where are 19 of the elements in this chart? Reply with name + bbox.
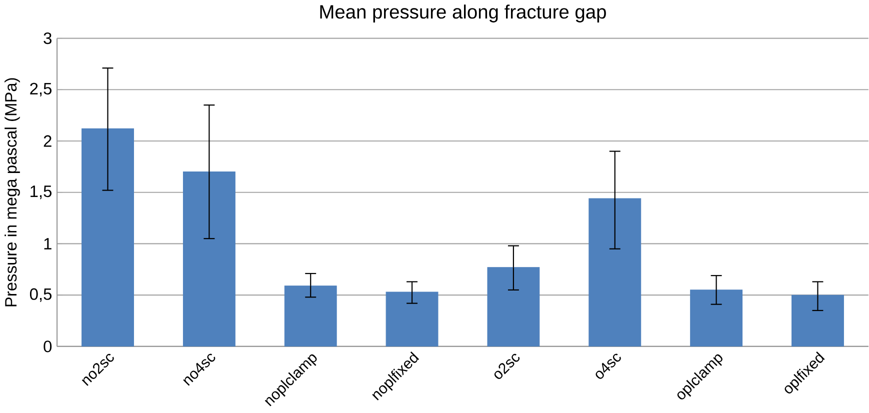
bar — [82, 128, 134, 346]
x-tick-label: o4sc — [596, 354, 621, 379]
y-axis-title: Pressure in mega pascal (MPa) — [4, 78, 20, 306]
bar — [792, 294, 844, 346]
y-tick-label: 0,5 — [30, 288, 52, 302]
y-tick-label: 3 — [44, 32, 52, 44]
y-tick-label: 1 — [44, 238, 52, 250]
y-tick-label: 2 — [44, 135, 52, 147]
y-tick-label: 1,5 — [30, 186, 52, 200]
y-tick-label: 2,5 — [30, 82, 52, 96]
bar — [284, 286, 337, 346]
y-tick-label: 0 — [44, 340, 52, 352]
bar — [487, 267, 540, 346]
bar — [182, 171, 236, 346]
bar — [386, 292, 438, 346]
x-tick-label: o2sc — [494, 354, 520, 379]
bar — [690, 290, 743, 346]
bar — [588, 198, 642, 346]
chart-title: Mean pressure along fracture gap — [320, 4, 606, 22]
